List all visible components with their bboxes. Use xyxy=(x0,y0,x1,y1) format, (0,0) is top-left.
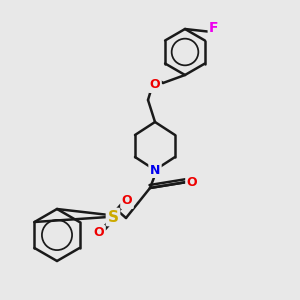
Text: S: S xyxy=(107,209,118,224)
Text: O: O xyxy=(150,79,160,92)
Text: O: O xyxy=(94,226,104,239)
Text: F: F xyxy=(209,21,219,35)
Text: O: O xyxy=(122,194,132,208)
Text: N: N xyxy=(150,164,160,176)
Text: O: O xyxy=(187,176,197,188)
